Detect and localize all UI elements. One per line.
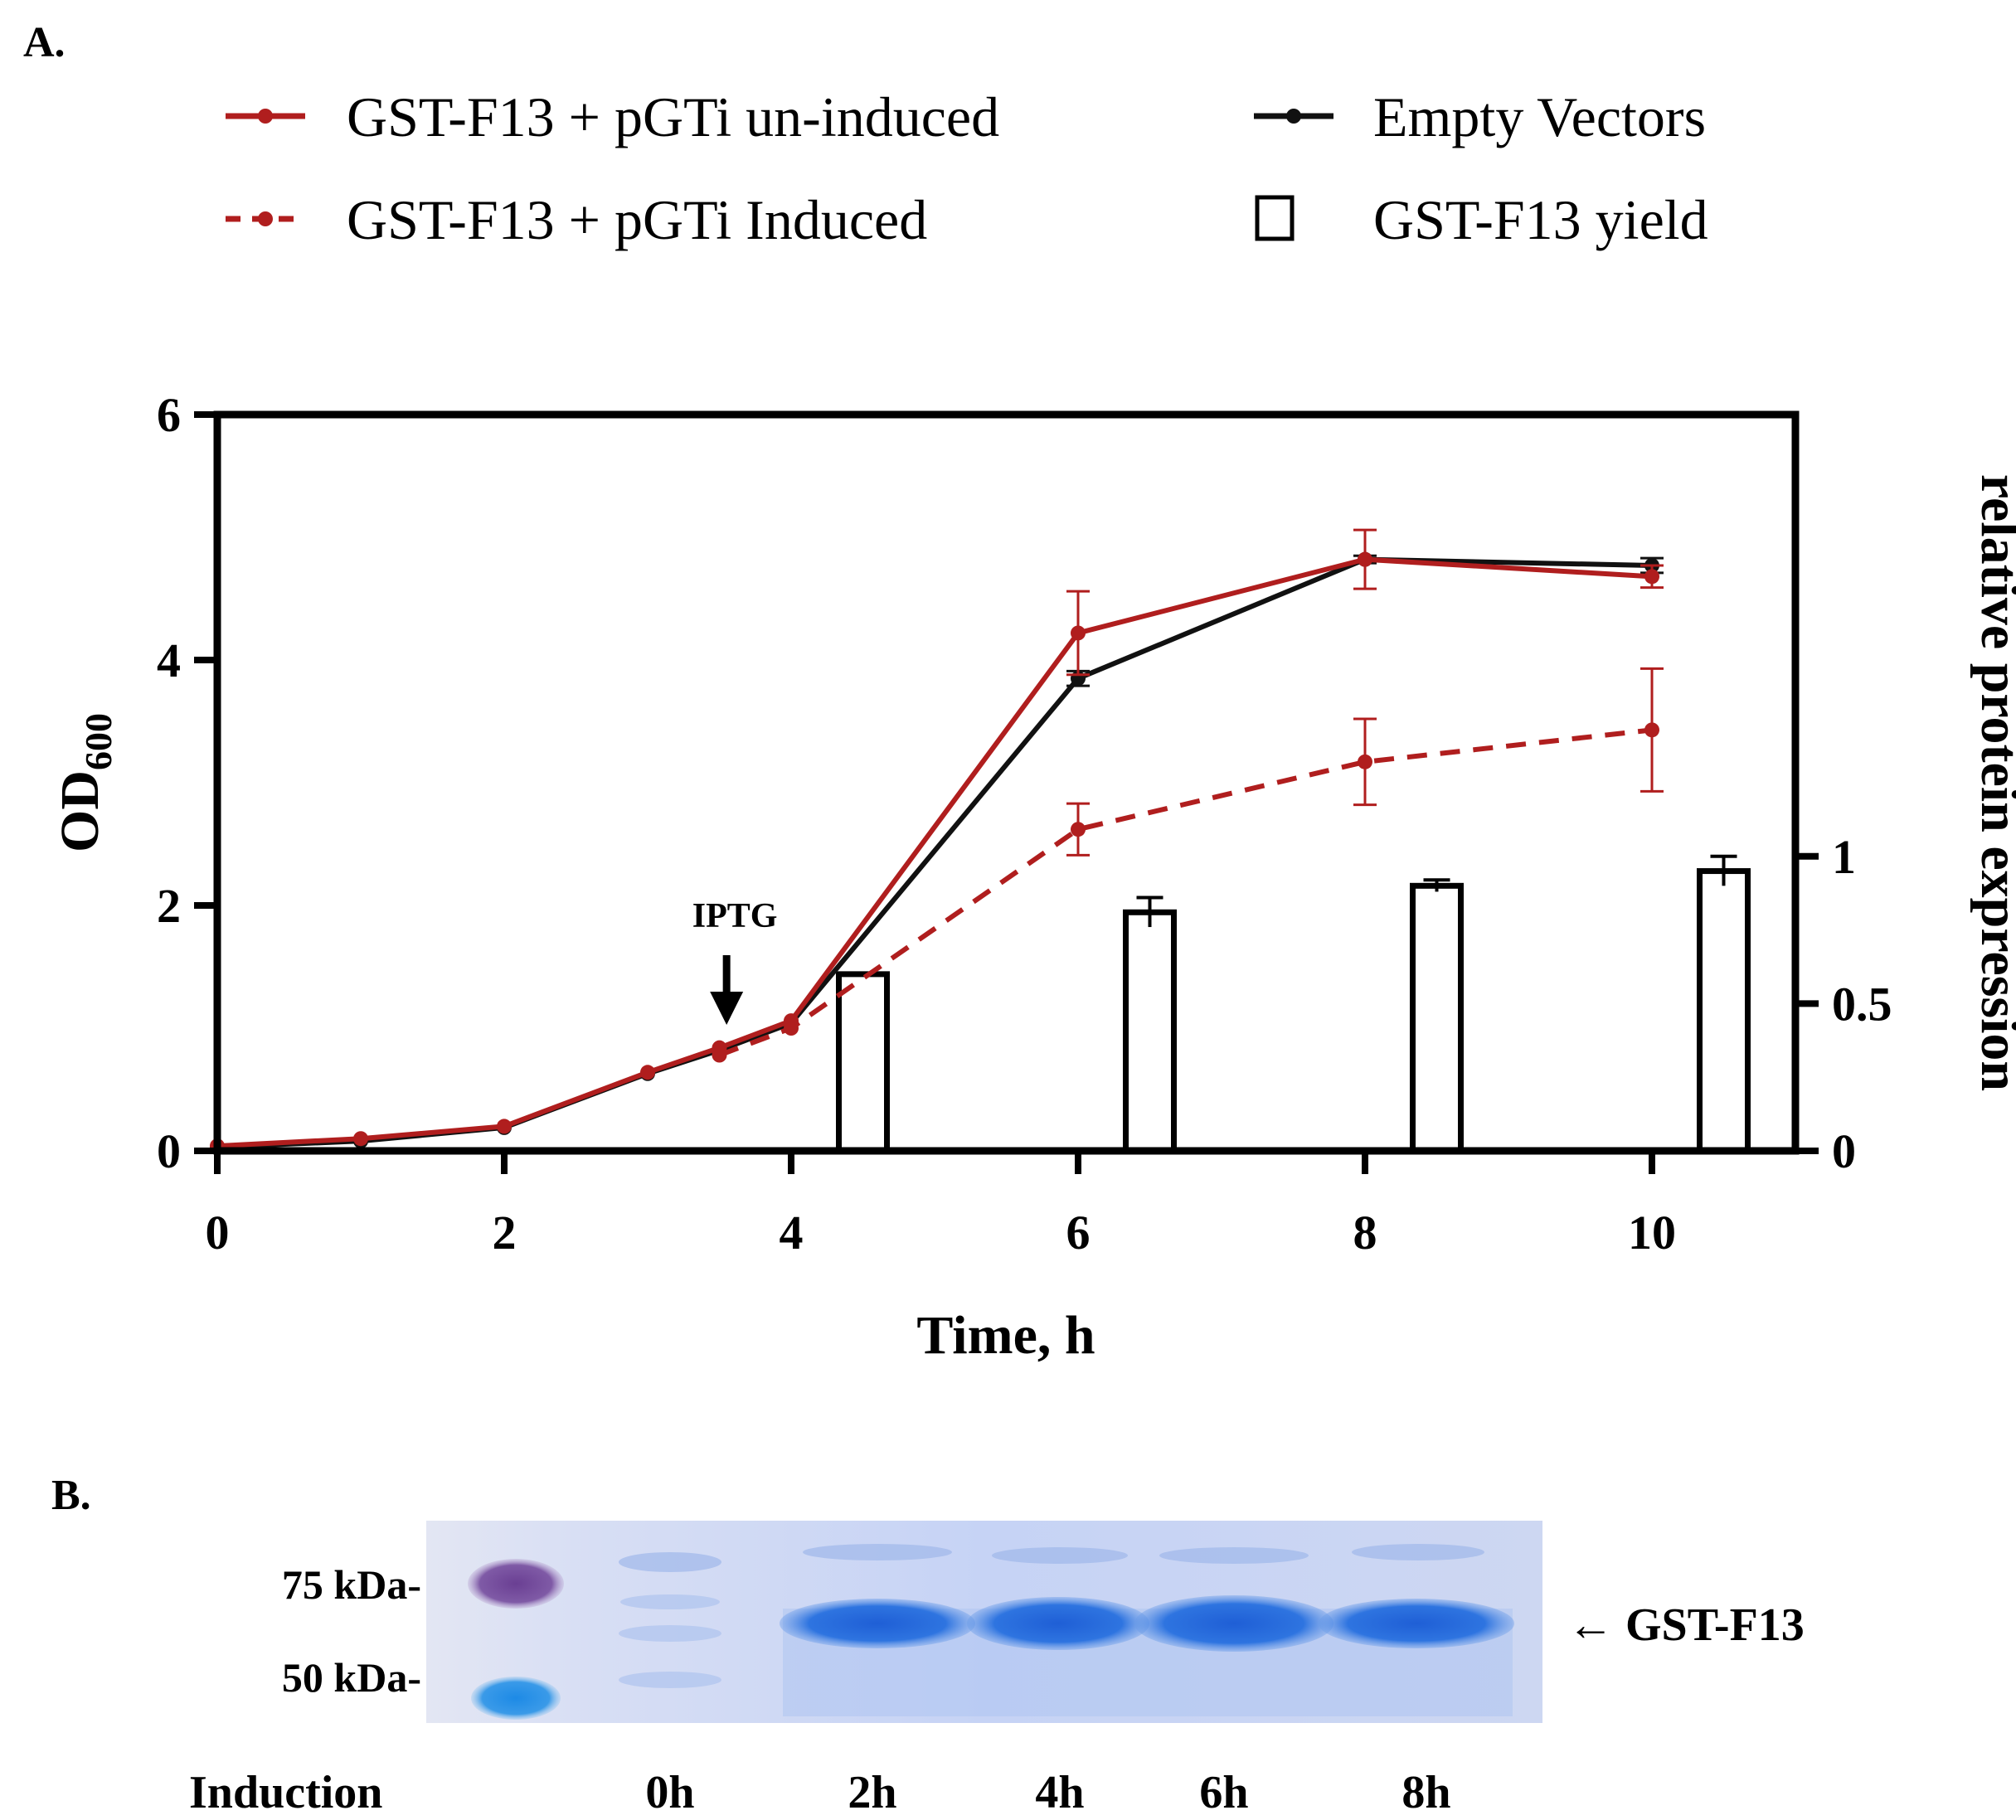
gel-band-0h-b [620, 1594, 720, 1609]
y2-tick-label: 1 [1832, 830, 1856, 884]
gel-marker-75-label: 75 kDa- [282, 1561, 421, 1608]
yield-bar [1697, 868, 1751, 1154]
y-tick-label: 2 [157, 879, 181, 933]
gel-row-label: Induction [189, 1767, 382, 1818]
gel-lane-6h: 6h [1199, 1767, 1248, 1818]
series-point-gst-f13-pgti-un-induced [1071, 625, 1086, 641]
legend-marker-induced [258, 211, 273, 226]
legend-marker-empty [1286, 109, 1301, 124]
series-point-gst-f13-pgti-induced [1071, 822, 1086, 837]
series-point-gst-f13-pgti-un-induced [1358, 551, 1372, 567]
y-tick-label: 0 [157, 1124, 181, 1178]
y-axis-title: OD600 [50, 713, 119, 852]
gel-marker-50-label: 50 kDa- [282, 1654, 421, 1701]
iptg-arrow-head [710, 992, 744, 1025]
gel-band-0h-c [619, 1625, 721, 1642]
series-point-gst-f13-pgti-un-induced [497, 1119, 512, 1134]
plot-frame [213, 410, 1800, 1155]
series-point-gst-f13-pgti-un-induced [353, 1131, 368, 1147]
iptg-label: IPTG [692, 897, 778, 935]
legend-label-uninduced: GST-F13 + pGTi un-induced [347, 85, 999, 148]
bars-layer [836, 854, 1751, 1154]
gel-lane-2h: 2h [848, 1767, 896, 1818]
series-point-gst-f13-pgti-un-induced [784, 1013, 799, 1029]
legend-item-induced: GST-F13 + pGTi Induced [226, 188, 927, 251]
gel-lane-8h: 8h [1401, 1767, 1450, 1818]
y-axis-title-main: OD [50, 770, 110, 852]
legend-item-uninduced: GST-F13 + pGTi un-induced [226, 85, 999, 148]
gel-band-4h [967, 1597, 1149, 1650]
gel-band-0h-d [619, 1672, 721, 1688]
gel-marker-band-50 [471, 1677, 561, 1720]
gel-faint-6h [1159, 1547, 1309, 1564]
legend-item-empty: Empty Vectors [1254, 85, 1706, 148]
series-point-gst-f13-pgti-un-induced [640, 1065, 655, 1080]
x-axis-title: Time, h [916, 1305, 1095, 1366]
iptg-annotation: IPTG [692, 897, 778, 1025]
x-tick-label: 8 [1353, 1206, 1377, 1259]
gel-band-6h [1134, 1595, 1333, 1652]
legend-marker-uninduced [258, 109, 273, 124]
y2-axis-title-text: relative protein expression [1970, 474, 2016, 1091]
legend-label-yield: GST-F13 yield [1373, 188, 1708, 251]
gel-band-2h [780, 1599, 975, 1648]
legend-item-yield: GST-F13 yield [1255, 188, 1708, 251]
yield-bar [1123, 909, 1177, 1154]
y-tick-label: 6 [157, 388, 181, 442]
gel-marker-band-75 [468, 1559, 564, 1609]
x-tick-label: 4 [780, 1206, 804, 1259]
y2-axis-title: relative protein expression [1970, 474, 2016, 1091]
gel-band-8h [1319, 1599, 1514, 1648]
panel-b-label: B. [51, 1472, 91, 1519]
y-axis-title-sub: 600 [77, 713, 119, 770]
panel-a-label: A. [23, 19, 66, 66]
x-tick-label: 2 [493, 1206, 517, 1259]
x-tick-label: 0 [206, 1206, 230, 1259]
gel-faint-2h [803, 1544, 952, 1560]
series-point-gst-f13-pgti-induced [1358, 754, 1372, 769]
gel-lane-4h: 4h [1035, 1767, 1084, 1818]
y2-tick-label: 0 [1832, 1124, 1856, 1178]
gel-band-label: ← GST-F13 [1567, 1599, 1805, 1651]
y2-tick-label: 0.5 [1832, 977, 1892, 1031]
legend-swatch-yield [1255, 195, 1295, 241]
gel-panel: 75 kDa- 50 kDa- ← GST-F13 Induction 0h 2… [189, 1521, 1805, 1818]
gel-lane-0h: 0h [645, 1767, 694, 1818]
series-line-gst-f13-pgti-induced [718, 727, 1653, 1058]
x-tick-label: 6 [1066, 1206, 1091, 1259]
legend: GST-F13 + pGTi un-induced GST-F13 + pGTi… [226, 85, 1708, 251]
yield-bar [1410, 882, 1464, 1154]
series-point-gst-f13-pgti-un-induced [1644, 569, 1659, 585]
gel-faint-4h [992, 1547, 1128, 1564]
yield-bar [836, 971, 890, 1154]
series-point-gst-f13-pgti-un-induced [712, 1040, 727, 1056]
ticks-layer: 0 2 4 6 8 10 0 2 4 6 0 0.5 1 [157, 388, 1892, 1259]
gel-faint-8h [1352, 1544, 1484, 1560]
legend-label-empty: Empty Vectors [1373, 85, 1706, 148]
y-tick-label: 4 [157, 633, 181, 687]
legend-label-induced: GST-F13 + pGTi Induced [347, 188, 927, 251]
x-tick-label: 10 [1628, 1206, 1676, 1259]
series-layer [210, 528, 1664, 1155]
series-point-gst-f13-pgti-induced [1644, 722, 1659, 738]
gel-band-0h-a [619, 1552, 721, 1572]
y-axis-title-text: OD600 [50, 713, 119, 852]
